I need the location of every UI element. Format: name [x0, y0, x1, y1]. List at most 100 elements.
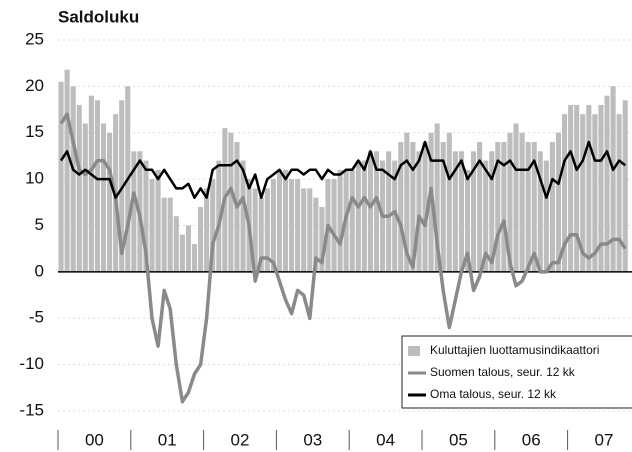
bar: [204, 188, 210, 272]
bar: [282, 169, 289, 272]
bar: [519, 132, 525, 272]
y-tick-label: 20: [25, 76, 44, 95]
bar: [313, 197, 319, 272]
bar: [155, 169, 161, 272]
x-tick-label: 05: [449, 430, 468, 449]
bar: [349, 169, 355, 272]
legend-label: Kuluttajien luottamusindikaattori: [430, 343, 599, 357]
y-tick-label: -5: [29, 308, 44, 327]
x-tick-label: 04: [376, 430, 395, 449]
bar: [216, 160, 222, 272]
line-series: [59, 112, 627, 404]
bar: [258, 197, 264, 272]
bar: [143, 160, 149, 272]
bar: [604, 95, 610, 272]
bar: [452, 151, 458, 272]
bar: [264, 188, 270, 272]
bar: [355, 160, 361, 272]
x-tick-label: 00: [85, 430, 104, 449]
bar: [616, 114, 622, 272]
bar: [173, 216, 179, 272]
bar: [513, 123, 519, 272]
bar: [398, 142, 404, 272]
bar: [185, 225, 191, 272]
bar: [580, 114, 586, 272]
bar: [276, 169, 282, 272]
bar: [392, 160, 398, 272]
bar: [549, 142, 555, 272]
bar: [555, 132, 562, 272]
x-tick-label: 02: [231, 430, 250, 449]
bar: [198, 206, 204, 272]
chart-title: Saldoluku: [58, 7, 139, 26]
bar: [404, 132, 410, 272]
bar: [598, 104, 604, 272]
y-tick-label: 15: [25, 122, 44, 141]
bar: [307, 188, 313, 272]
bar: [252, 188, 258, 272]
y-tick-label: 0: [35, 261, 44, 280]
bar: [386, 151, 392, 272]
bar: [58, 81, 64, 272]
bar: [64, 69, 70, 272]
bar: [562, 114, 568, 272]
bar: [88, 95, 94, 272]
bar: [422, 142, 428, 272]
bar: [610, 86, 616, 272]
bar: [483, 160, 489, 272]
bar: [507, 132, 513, 272]
bar: [495, 142, 501, 272]
bar: [416, 151, 422, 272]
bar: [434, 123, 440, 272]
bar: [76, 104, 82, 272]
y-tick-label: 25: [25, 29, 44, 48]
bar: [289, 179, 295, 272]
bar: [373, 151, 380, 272]
bar: [179, 234, 185, 272]
x-tick-label: 03: [303, 430, 322, 449]
legend-box: [401, 335, 632, 409]
bar: [367, 151, 373, 272]
bar: [531, 142, 537, 272]
bar: [228, 132, 234, 272]
bar: [568, 104, 574, 272]
bar: [301, 188, 307, 272]
y-tick-label: -10: [19, 354, 44, 373]
bar: [410, 142, 416, 272]
legend-swatch: [408, 346, 420, 356]
bar: [440, 142, 446, 272]
y-tick-label: 10: [25, 169, 44, 188]
bar: [240, 160, 246, 272]
y-tick-label: 5: [35, 215, 44, 234]
x-tick-label: 06: [522, 430, 541, 449]
y-tick-label: -15: [19, 400, 44, 419]
bar: [100, 123, 107, 272]
bar: [501, 142, 507, 272]
bar: [489, 151, 495, 272]
bar: [458, 151, 464, 272]
bar: [107, 132, 113, 272]
bar: [295, 179, 301, 272]
x-tick-label: 07: [595, 430, 614, 449]
bar: [586, 104, 592, 272]
bar: [361, 160, 367, 272]
x-tick-label: 01: [158, 430, 177, 449]
bar: [537, 151, 543, 272]
bar: [119, 100, 125, 272]
bar: [82, 123, 88, 272]
legend-label: Suomen talous, seur. 12 kk: [430, 365, 576, 379]
bar: [210, 179, 216, 272]
bar: [319, 206, 325, 272]
bar: [191, 244, 198, 272]
bar: [94, 100, 100, 272]
bar: [270, 179, 276, 272]
bar: [167, 197, 173, 272]
bar: [543, 160, 549, 272]
bar: [464, 169, 471, 272]
line-series: [59, 140, 626, 199]
bar: [131, 151, 137, 272]
bar: [331, 179, 337, 272]
legend-label: Oma talous, seur. 12 kk: [430, 387, 557, 401]
legend: Kuluttajien luottamusindikaattori Suomen …: [401, 335, 632, 409]
